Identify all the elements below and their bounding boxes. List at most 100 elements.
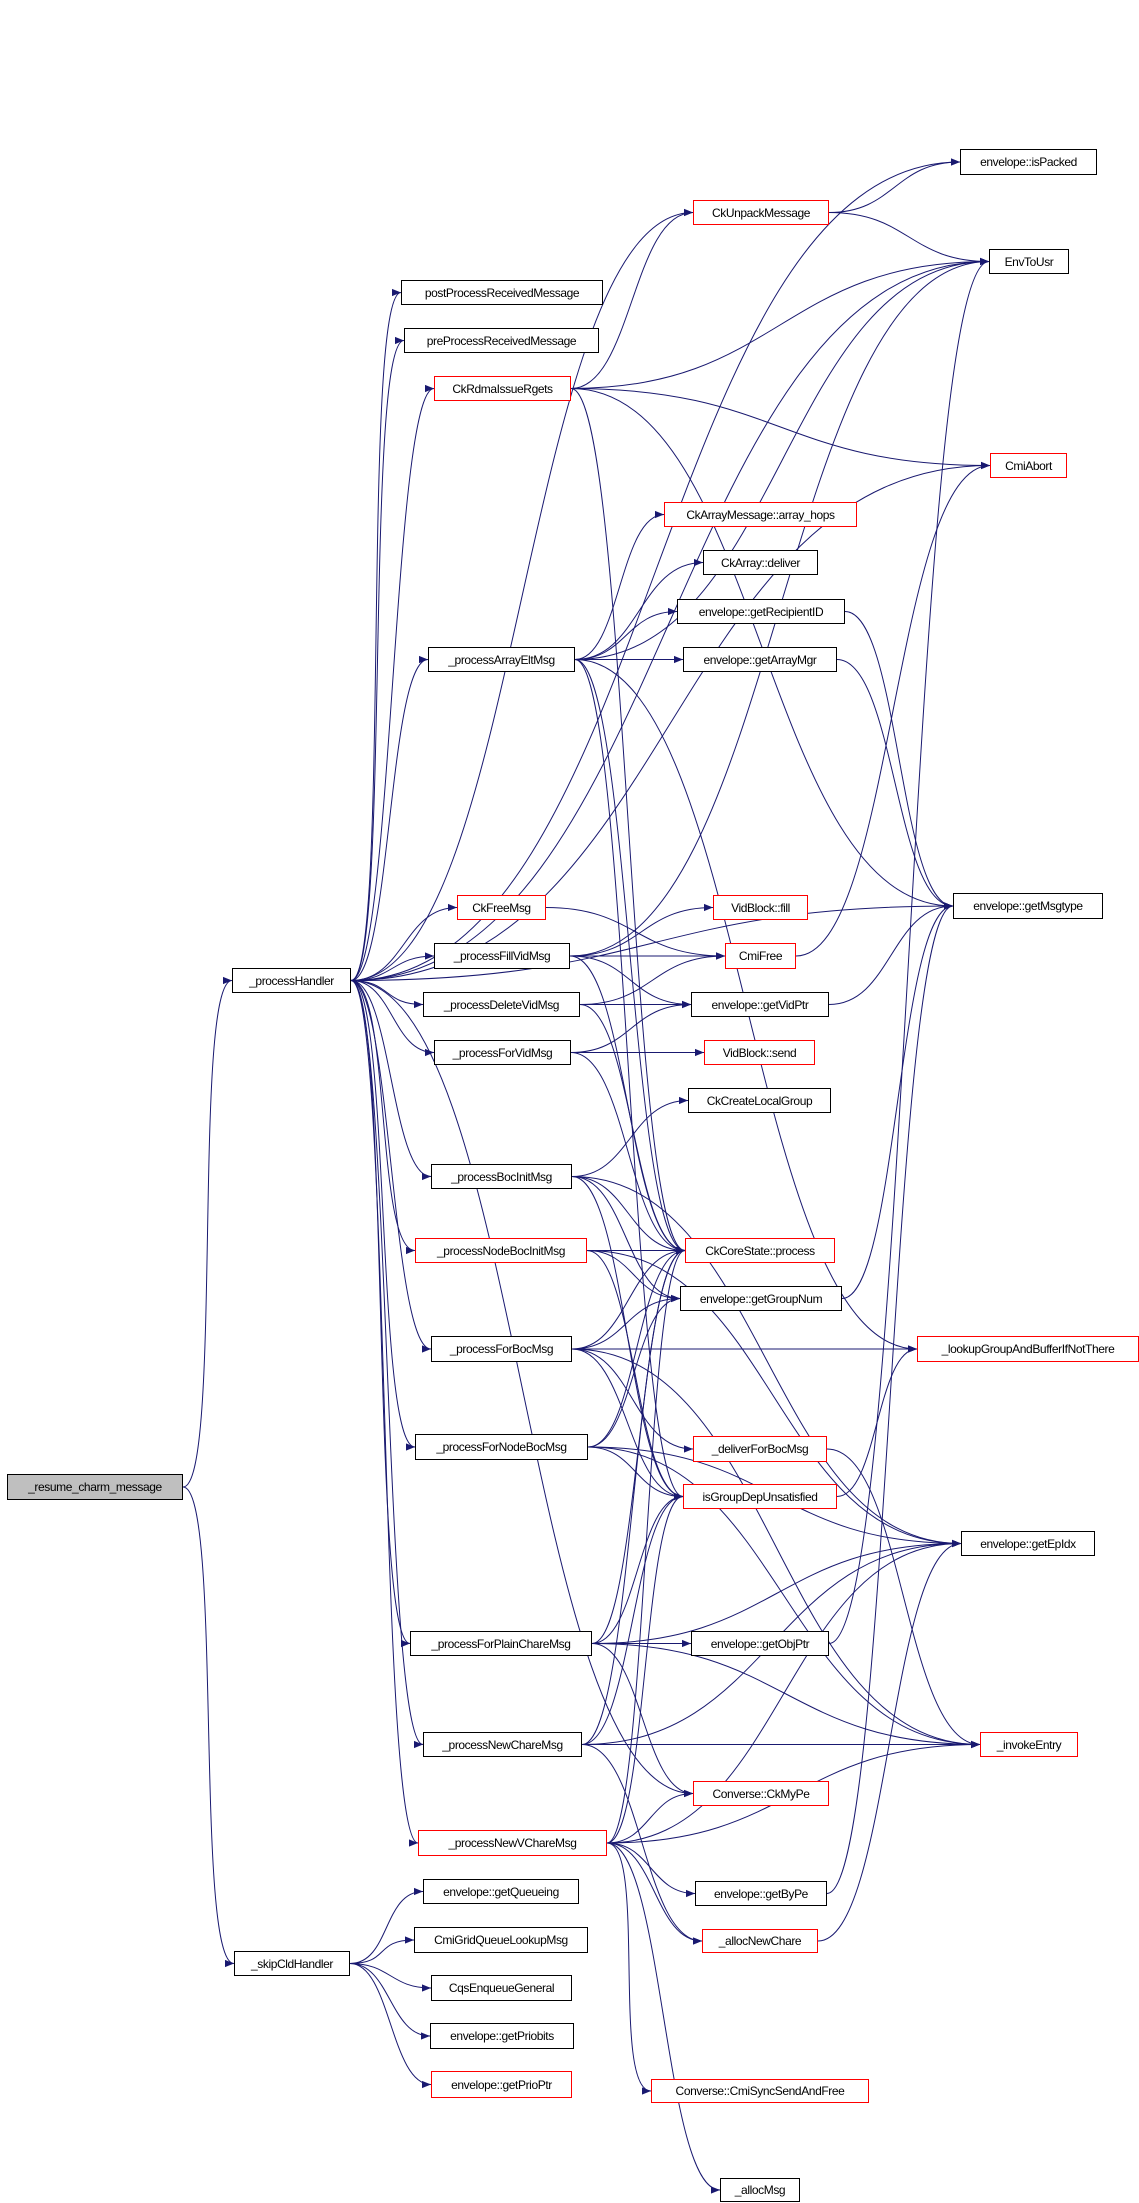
edge-processHandler-to-plainChare: [350, 980, 411, 1647]
node-forNodeBoc[interactable]: _processForNodeBocMsg: [415, 1434, 588, 1460]
node-deleteVid[interactable]: _processDeleteVidMsg: [423, 992, 580, 1017]
node-arrayElt[interactable]: _processArrayEltMsg: [428, 647, 575, 672]
node-label: _processArrayEltMsg: [448, 652, 555, 667]
node-coreProcess[interactable]: CkCoreState::process: [685, 1238, 835, 1263]
node-gridQueue[interactable]: CmiGridQueueLookupMsg: [414, 1927, 588, 1953]
edge-processHandler-to-freeMsg: [350, 903, 458, 981]
edge-arrayElt-to-groupDep: [574, 659, 684, 1500]
node-label: envelope::isPacked: [980, 155, 1077, 169]
node-recipID[interactable]: envelope::getRecipientID: [677, 599, 845, 624]
node-label: _resume_charm_message: [28, 1480, 162, 1494]
edge-processHandler-to-newChare: [350, 980, 424, 1748]
edge-plainChare-to-groupDep: [591, 1492, 684, 1644]
node-label: _allocNewChare: [718, 1934, 802, 1948]
node-allocNew[interactable]: _allocNewChare: [702, 1929, 818, 1953]
node-label: CkArray::deliver: [721, 555, 800, 570]
node-objPtr[interactable]: envelope::getObjPtr: [691, 1631, 829, 1656]
node-unpack[interactable]: CkUnpackMessage: [693, 200, 829, 225]
node-vidSend[interactable]: VidBlock::send: [704, 1040, 815, 1065]
node-vidFill[interactable]: VidBlock::fill: [713, 895, 808, 920]
node-label: envelope::getByPe: [714, 1886, 808, 1901]
node-lookup[interactable]: _lookupGroupAndBufferIfNotThere: [917, 1336, 1139, 1362]
node-label: _processBocInitMsg: [451, 1169, 552, 1184]
edge-newVChare-to-epIdx: [606, 1539, 962, 1844]
edge-nodeBocInit-to-epIdx: [586, 1250, 962, 1548]
node-queueing[interactable]: envelope::getQueueing: [423, 1879, 579, 1904]
edge-recipID-to-msgtype: [844, 611, 954, 910]
node-cmiAbort[interactable]: CmiAbort: [990, 453, 1067, 478]
edge-rdma-to-cmiAbort: [570, 388, 991, 470]
node-label: _processForNodeBocMsg: [436, 1440, 567, 1454]
node-forBoc[interactable]: _processForBocMsg: [431, 1336, 572, 1362]
node-label: _processNewVChareMsg: [448, 1836, 577, 1850]
edge-bocInit-to-createLocal: [571, 1096, 689, 1177]
node-cmiFree[interactable]: CmiFree: [725, 943, 796, 969]
edge-forBoc-to-groupDep: [571, 1348, 684, 1501]
node-label: CmiAbort: [1005, 458, 1052, 473]
edge-arrayMgr-to-msgtype: [836, 659, 954, 910]
node-prioPtr[interactable]: envelope::getPrioPtr: [431, 2071, 572, 2098]
node-label: _lookupGroupAndBufferIfNotThere: [941, 1342, 1115, 1356]
edge-newChare-to-groupDep: [581, 1492, 684, 1745]
node-nodeBocInit[interactable]: _processNodeBocInitMsg: [415, 1238, 587, 1263]
node-label: _processFillVidMsg: [453, 949, 551, 963]
node-postProc[interactable]: postProcessReceivedMessage: [401, 280, 603, 305]
node-newChare[interactable]: _processNewChareMsg: [423, 1732, 582, 1757]
node-processHandler[interactable]: _processHandler: [232, 968, 351, 993]
node-label: _allocMsg: [734, 2183, 786, 2197]
node-vidPtr[interactable]: envelope::getVidPtr: [691, 992, 829, 1017]
node-label: envelope::getVidPtr: [711, 997, 809, 1012]
node-envToUsr[interactable]: EnvToUsr: [989, 249, 1069, 274]
node-deliverBoc[interactable]: _deliverForBocMsg: [693, 1436, 827, 1462]
node-preProc[interactable]: preProcessReceivedMessage: [404, 328, 599, 353]
node-label: Converse::CmiSyncSendAndFree: [675, 2084, 845, 2098]
edge-resume-to-skipCld: [182, 1486, 235, 1967]
node-byPe[interactable]: envelope::getByPe: [695, 1881, 827, 1906]
node-label: envelope::getQueueing: [443, 1884, 559, 1899]
node-plainChare[interactable]: _processForPlainChareMsg: [410, 1631, 592, 1656]
node-label: envelope::getObjPtr: [710, 1636, 810, 1651]
edge-processHandler-to-nodeBocInit: [350, 980, 416, 1255]
node-rdma[interactable]: CkRdmaIssueRgets: [434, 376, 571, 401]
node-bocInit[interactable]: _processBocInitMsg: [431, 1164, 572, 1189]
edge-skipCld-to-priobits: [349, 1963, 431, 2040]
node-arrayMgr[interactable]: envelope::getArrayMgr: [683, 647, 837, 672]
node-myPe[interactable]: Converse::CkMyPe: [693, 1781, 829, 1806]
node-skipCld[interactable]: _skipCldHandler: [234, 1951, 350, 1976]
node-syncSend[interactable]: Converse::CmiSyncSendAndFree: [651, 2079, 869, 2103]
node-label: _processForPlainChareMsg: [431, 1636, 571, 1651]
node-allocMsg[interactable]: _allocMsg: [720, 2178, 800, 2202]
edge-processHandler-to-rdma: [350, 385, 435, 981]
edge-newVChare-to-myPe: [606, 1789, 694, 1844]
node-cqs[interactable]: CqsEnqueueGeneral: [431, 1975, 572, 2001]
node-label: CmiGridQueueLookupMsg: [434, 1933, 568, 1947]
node-freeMsg[interactable]: CkFreeMsg: [457, 895, 546, 920]
node-label: postProcessReceivedMessage: [424, 285, 580, 300]
node-arrayHops[interactable]: CkArrayMessage::array_hops: [664, 502, 857, 527]
edge-skipCld-to-prioPtr: [349, 1963, 432, 2089]
edge-forNodeBoc-to-invoke: [587, 1446, 981, 1749]
node-invoke[interactable]: _invokeEntry: [980, 1732, 1078, 1757]
node-label: VidBlock::fill: [731, 900, 790, 915]
node-label: CkCreateLocalGroup: [706, 1093, 813, 1108]
node-fillVid[interactable]: _processFillVidMsg: [434, 943, 570, 969]
edge-vidPtr-to-msgtype: [828, 902, 954, 1005]
node-label: CkArrayMessage::array_hops: [686, 507, 835, 522]
node-arrayDeliver[interactable]: CkArray::deliver: [703, 550, 818, 575]
node-msgtype[interactable]: envelope::getMsgtype: [953, 893, 1103, 919]
edge-forBoc-to-groupNum: [571, 1294, 681, 1350]
node-priobits[interactable]: envelope::getPriobits: [430, 2023, 574, 2049]
node-forVid[interactable]: _processForVidMsg: [434, 1040, 571, 1065]
node-newVChare[interactable]: _processNewVChareMsg: [418, 1830, 607, 1856]
node-label: VidBlock::send: [722, 1045, 797, 1060]
node-groupDep[interactable]: isGroupDepUnsatisfied: [683, 1484, 837, 1509]
node-isPacked[interactable]: envelope::isPacked: [960, 149, 1097, 175]
node-createLocal[interactable]: CkCreateLocalGroup: [688, 1088, 831, 1113]
node-groupNum[interactable]: envelope::getGroupNum: [680, 1286, 842, 1311]
edge-newVChare-to-allocMsg: [606, 1842, 721, 2194]
edge-processHandler-to-preProc: [350, 337, 405, 981]
node-epIdx[interactable]: envelope::getEpIdx: [961, 1531, 1095, 1556]
edge-unpack-to-isPacked: [828, 158, 961, 213]
edge-bocInit-to-groupNum: [571, 1176, 681, 1303]
node-resume[interactable]: _resume_charm_message: [7, 1474, 183, 1500]
